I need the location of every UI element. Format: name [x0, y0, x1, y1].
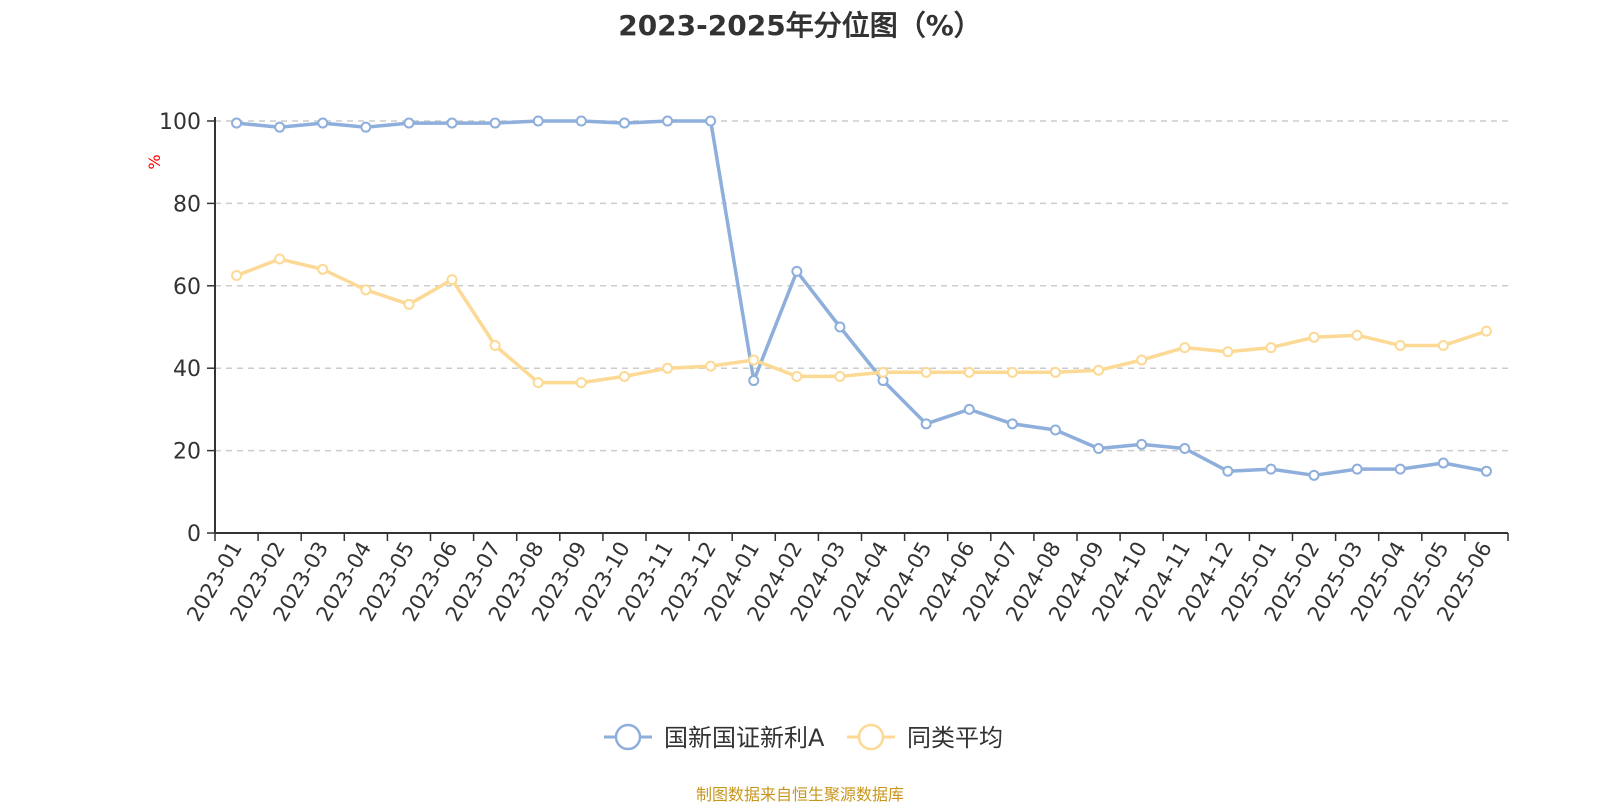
y-tick-label: 0 [187, 522, 201, 547]
series-1-point [1437, 457, 1449, 469]
series-1-point [1351, 463, 1363, 475]
series-2-point [1265, 342, 1277, 354]
series-2-point [1437, 340, 1449, 352]
y-tick-label: 80 [173, 192, 201, 217]
series-1-point [532, 115, 544, 127]
series-1-point [575, 115, 587, 127]
series-1-point [1006, 418, 1018, 430]
y-tick-label: 20 [173, 440, 201, 465]
legend-swatch-marker [614, 723, 642, 751]
series-2-point [446, 274, 458, 286]
series-line-1 [236, 119, 1487, 478]
series-2-point [532, 377, 544, 389]
y-tick-label: 60 [173, 275, 201, 300]
series-1-point [963, 403, 975, 415]
series-1-point [231, 117, 243, 129]
series-1-point [705, 115, 717, 127]
series-1-point [403, 117, 415, 129]
series-2-point [317, 263, 329, 275]
series-1-point [791, 265, 803, 277]
series-2-point [575, 377, 587, 389]
series-2-point [791, 370, 803, 382]
series-2-point [1179, 342, 1191, 354]
series-2-point [231, 270, 243, 281]
series-2-point [963, 366, 975, 378]
series-2-point [1308, 331, 1320, 343]
series-line-2 [235, 257, 1488, 385]
series-1-point [1480, 465, 1492, 477]
series-2-point [1480, 325, 1492, 337]
series-2-point [1351, 329, 1363, 341]
chart-title: 2023-2025年分位图（%） [618, 9, 982, 42]
series-1-point [360, 121, 372, 133]
series-1-point [834, 321, 846, 333]
legend-swatch-marker [857, 723, 885, 751]
series-1-point [1222, 465, 1234, 477]
series-2-point [920, 366, 932, 378]
series-1-point [1308, 469, 1320, 481]
series-1-point [274, 121, 286, 133]
series-1-point [1136, 438, 1148, 450]
y-tick-label: 100 [159, 110, 201, 135]
source-note: 制图数据来自恒生聚源数据库 [695, 785, 904, 804]
series-2-point [662, 362, 674, 374]
series-1-point [618, 117, 630, 129]
line-chart: 020406080100%2023-012023-022023-032023-0… [145, 110, 1509, 752]
series-1-point [920, 418, 932, 430]
series-1-point [1179, 443, 1191, 455]
legend-label: 同类平均 [907, 724, 1003, 752]
series-2-point [1006, 366, 1018, 378]
series-1-point [446, 117, 458, 129]
y-axis-unit: % [145, 154, 164, 169]
series-2-point [1136, 354, 1148, 366]
series-2-point [360, 284, 372, 296]
series-1-point [489, 117, 501, 129]
series-2-point [1394, 340, 1406, 352]
series-2-point [705, 360, 717, 372]
series-1-point [748, 375, 760, 387]
series-1-point [1049, 424, 1061, 436]
series-1-point [317, 117, 329, 129]
series-2-point [489, 340, 501, 352]
series-1-point [1093, 443, 1105, 455]
y-tick-label: 40 [173, 357, 201, 382]
series-1-point [662, 115, 674, 127]
series-2-point [1093, 364, 1105, 376]
series-2-point [1049, 366, 1061, 378]
series-2-point [1222, 346, 1234, 358]
series-1-point [1394, 463, 1406, 475]
series-2-point [403, 298, 415, 310]
series-2-point [274, 253, 286, 265]
series-2-point [834, 370, 846, 382]
legend-label: 国新国证新利A [664, 724, 825, 752]
series-2-point [618, 370, 630, 382]
series-2-point [748, 354, 760, 366]
series-2-point [877, 366, 889, 378]
series-1-point [1265, 463, 1277, 475]
